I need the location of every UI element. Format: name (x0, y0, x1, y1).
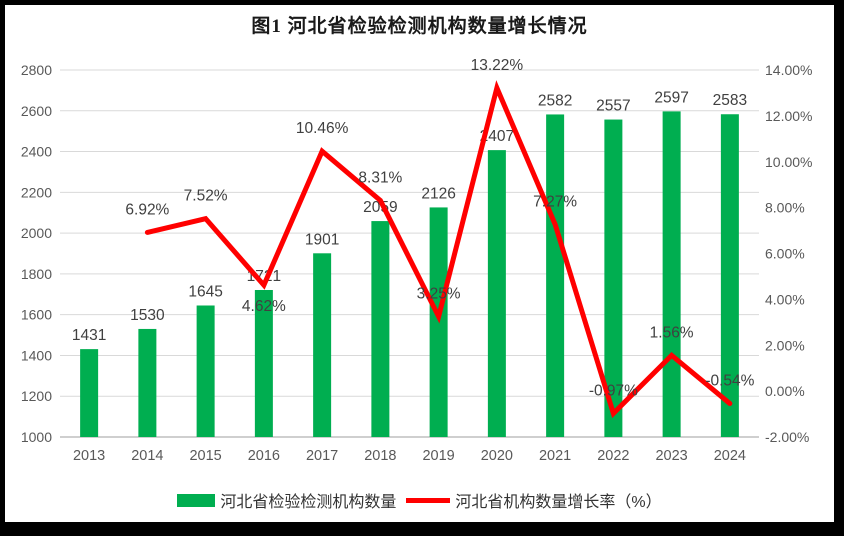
line-value-label: 10.46% (296, 120, 349, 137)
right-axis-tick-label: 8.00% (765, 200, 805, 216)
left-axis-tick-label: 1800 (21, 266, 52, 282)
bar (429, 207, 448, 437)
left-axis-tick-label: 1400 (21, 347, 52, 363)
x-axis-tick-label: 2024 (714, 448, 746, 464)
x-axis-tick-label: 2018 (364, 448, 396, 464)
left-axis-tick-label: 2000 (21, 225, 52, 241)
left-axis-tick-label: 2800 (21, 62, 52, 78)
x-axis-tick-label: 2023 (655, 448, 687, 464)
bar-value-label: 1431 (72, 327, 106, 344)
line-value-label: 7.52% (184, 188, 228, 205)
x-axis-tick-label: 2013 (73, 448, 105, 464)
x-axis-tick-label: 2019 (422, 448, 454, 464)
bar-value-label: 1530 (130, 307, 165, 324)
right-axis-tick-label: 14.00% (765, 62, 812, 78)
line-value-label: 7.27% (533, 193, 577, 210)
bar (313, 253, 332, 437)
bar (662, 111, 681, 438)
x-axis-tick-label: 2022 (597, 448, 629, 464)
bar (196, 305, 215, 437)
line-value-label: 4.62% (242, 298, 286, 315)
bar (720, 114, 739, 437)
right-axis-tick-label: -2.00% (765, 429, 809, 445)
line-value-label: 6.92% (125, 201, 169, 218)
x-axis-tick-label: 2017 (306, 448, 338, 464)
legend-item-bar-series: 河北省检验检测机构数量 (177, 488, 396, 512)
bar (80, 349, 99, 437)
bar (546, 114, 565, 437)
left-axis-tick-label: 1000 (21, 429, 52, 445)
legend-item-line-series: 河北省机构数量增长率（%） (406, 488, 662, 512)
growth-rate-line (144, 80, 733, 419)
right-axis-tick-label: 6.00% (765, 246, 805, 262)
x-axis-tick-label: 2021 (539, 448, 571, 464)
line-value-label: 8.31% (358, 170, 402, 187)
right-axis-tick-label: 10.00% (765, 154, 812, 170)
line-series-swatch-icon (406, 497, 451, 503)
right-axis-tick-label: 2.00% (765, 337, 805, 353)
right-axis-tick-label: 4.00% (765, 291, 805, 307)
line-value-label: -0.97% (589, 382, 638, 399)
line-value-label: 13.22% (471, 57, 524, 74)
line-value-label: 3.25% (417, 286, 461, 303)
x-axis-tick-label: 2015 (189, 448, 221, 464)
chart-title: 图1 河北省检验检测机构数量增长情况 (251, 16, 588, 37)
bar (487, 150, 506, 437)
bar-series-swatch-icon (177, 493, 216, 507)
right-axis-tick-label: 12.00% (765, 108, 812, 124)
left-axis-tick-label: 2400 (21, 144, 52, 160)
chart-canvas: 1000 1200 1400 1600 1800 2000 2200 2400 2600 2800… (21, 57, 813, 464)
x-axis-tick-label: 2020 (481, 448, 513, 464)
left-axis-tick-label: 2600 (21, 103, 52, 119)
right-axis-tick-label: 0.00% (765, 383, 805, 399)
line-value-label: 1.56% (650, 324, 694, 341)
bar-value-label: 2582 (538, 92, 572, 109)
left-axis-tick-label: 1200 (21, 388, 52, 404)
bar-value-label: 2557 (596, 98, 630, 115)
legend: 河北省检验检测机构数量 河北省机构数量增长率（%） (5, 488, 834, 512)
bar-value-label: 2059 (363, 199, 397, 216)
left-axis-tick-label: 2200 (21, 184, 52, 200)
bar-value-label: 1645 (188, 283, 222, 300)
left-axis-tick-label: 1600 (21, 307, 52, 323)
bar-series-legend-label: 河北省检验检测机构数量 (220, 494, 397, 511)
bar-value-label: 2597 (654, 89, 688, 106)
bar (604, 119, 623, 438)
bar (371, 221, 390, 437)
bar (254, 289, 273, 437)
line-value-label: -0.54% (705, 373, 754, 390)
bar-value-label: 1901 (305, 231, 339, 248)
x-axis-tick-label: 2016 (248, 448, 280, 464)
bar-value-label: 2126 (421, 185, 455, 202)
x-axis-tick-label: 2014 (131, 448, 163, 464)
bar-value-label: 2583 (713, 92, 747, 109)
line-series-legend-label: 河北省机构数量增长率（%） (455, 494, 662, 511)
bar-value-label: 2407 (480, 128, 514, 145)
bar (138, 328, 157, 437)
